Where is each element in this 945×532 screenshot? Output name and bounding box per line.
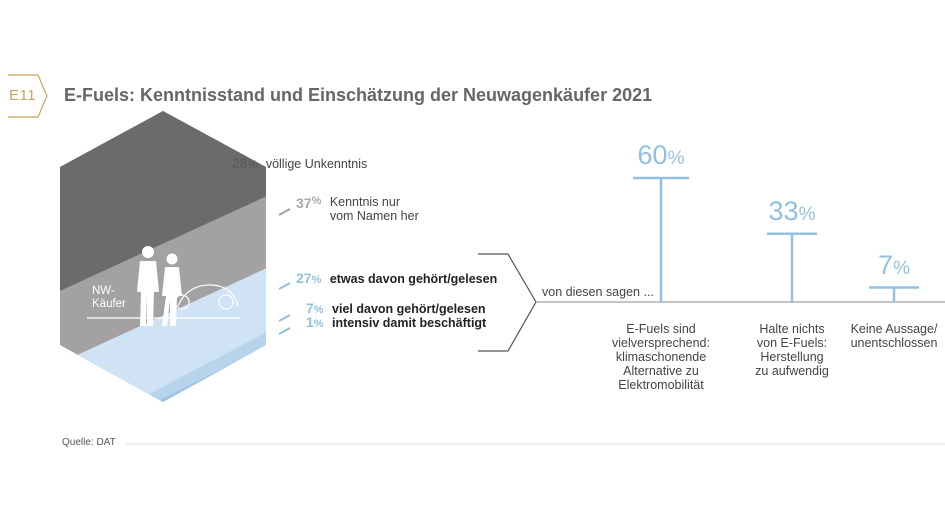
page-title: E-Fuels: Kenntnisstand und Einschätzung … bbox=[64, 85, 653, 105]
knowledge-label: intensiv damit beschäftigt bbox=[332, 316, 487, 330]
bar-value-number: 60 bbox=[637, 140, 668, 170]
category-label-line: vielversprechend: bbox=[612, 336, 710, 350]
knowledge-label: völlige Unkenntnis bbox=[265, 157, 368, 171]
hexagon-label: NW- Käufer bbox=[92, 285, 126, 311]
knowledge-label: etwas davon gehört/gelesen bbox=[329, 272, 498, 286]
knowledge-label-line1: Kenntnis nur bbox=[329, 195, 400, 209]
category-label-line: Herstellung bbox=[760, 350, 824, 364]
knowledge-item: 27% etwas davon gehört/gelesen bbox=[296, 270, 497, 288]
knowledge-item: 7% viel davon gehört/gelesen bbox=[306, 300, 486, 318]
bar-value-unit: % bbox=[798, 203, 816, 225]
knowledge-item: 1% intensiv damit beschäftigt bbox=[306, 314, 486, 332]
tick-name bbox=[278, 208, 291, 216]
knowledge-value: 28 bbox=[232, 155, 248, 171]
category-label-line: Elektromobilität bbox=[618, 378, 704, 392]
tick-heard bbox=[278, 282, 291, 290]
hex-band-unknown bbox=[60, 111, 266, 300]
category-label: Keine Aussage/unentschlossen bbox=[834, 322, 945, 350]
category-label: Halte nichts von E-Fuels: Herstellung zu au… bbox=[732, 322, 852, 378]
source-note: Quelle: DAT bbox=[62, 437, 116, 448]
bracket-text: von diesen sagen ... bbox=[542, 285, 654, 299]
chart-bars bbox=[633, 176, 919, 302]
knowledge-value: 1 bbox=[306, 314, 314, 330]
car-outline-icon bbox=[174, 284, 239, 310]
hexagon-label-line2: Käufer bbox=[92, 298, 126, 310]
knowledge-unit: % bbox=[311, 274, 322, 286]
knowledge-label: Kenntnis nur vom Namen her bbox=[330, 195, 419, 223]
badge-chevron-icon bbox=[8, 74, 48, 118]
category-label-line: von E-Fuels: bbox=[756, 336, 828, 350]
knowledge-value: 37 bbox=[296, 195, 312, 211]
knowledge-item: 37% Kenntnis nur vom Namen her bbox=[296, 195, 419, 223]
category-label-line: klimaschonende bbox=[615, 350, 707, 364]
category-label-line: zu aufwendig bbox=[755, 364, 829, 378]
bar-value-number: 33 bbox=[768, 195, 799, 226]
category-label-line: Keine Aussage/ bbox=[850, 322, 938, 336]
bar-value-label: 7% bbox=[844, 250, 944, 281]
people-car-icon bbox=[137, 246, 182, 326]
bar-value-unit: % bbox=[893, 257, 910, 279]
knowledge-unit: % bbox=[313, 304, 324, 316]
category-label-line: E-Fuels sind bbox=[626, 322, 696, 336]
bar-value-label: 60% bbox=[611, 140, 711, 171]
category-label-line: Alternative zu bbox=[623, 364, 699, 378]
category-label: E-Fuels sind vielversprechend: klimaschone… bbox=[601, 322, 721, 392]
hexagon-label-line1: NW- bbox=[92, 285, 115, 297]
knowledge-unit: % bbox=[311, 195, 322, 207]
bar-value-number: 7 bbox=[878, 249, 894, 280]
knowledge-unit: % bbox=[313, 318, 324, 330]
knowledge-value: 27 bbox=[296, 270, 312, 286]
bar-value-label: 33% bbox=[742, 196, 842, 227]
bar-value-unit: % bbox=[667, 148, 685, 169]
knowledge-label: viel davon gehört/gelesen bbox=[332, 302, 486, 316]
knowledge-value: 7 bbox=[306, 300, 314, 316]
bracket bbox=[478, 253, 537, 352]
tick-unknown bbox=[215, 171, 228, 179]
knowledge-unit: % bbox=[247, 159, 258, 171]
knowledge-label-line2: vom Namen her bbox=[329, 209, 419, 223]
category-label-line: unentschlossen bbox=[850, 336, 938, 350]
knowledge-item: 28% völlige Unkenntnis bbox=[232, 155, 367, 173]
chapter-badge: E11 bbox=[9, 87, 37, 104]
buyers-hexagon bbox=[60, 111, 266, 402]
tick-much bbox=[278, 314, 291, 322]
category-label-line: Halte nichts bbox=[759, 322, 825, 336]
tick-intensive bbox=[278, 327, 291, 335]
